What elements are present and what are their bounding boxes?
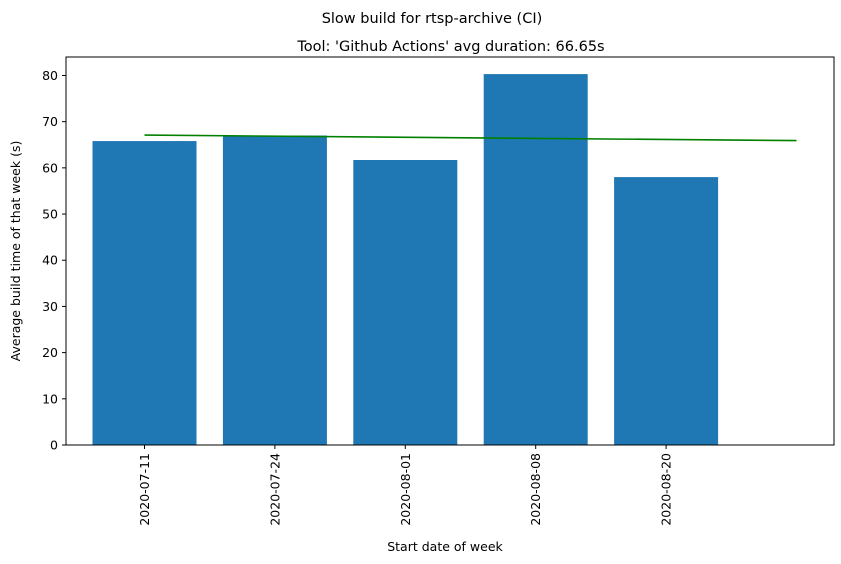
y-tick-label-60: 60 xyxy=(42,160,58,175)
y-tick-label-10: 10 xyxy=(42,391,58,406)
bars-layer xyxy=(92,74,719,446)
y-tick-label-50: 50 xyxy=(42,207,58,222)
trend-line xyxy=(144,134,797,142)
chart-title: Tool: 'Github Actions' avg duration: 66.… xyxy=(296,39,604,55)
bar-2020-08-01 xyxy=(353,160,458,445)
x-tick-label-2020-08-08: 2020-08-08 xyxy=(528,453,543,526)
x-tick-label-2020-07-24: 2020-07-24 xyxy=(267,453,282,526)
bar-2020-07-24 xyxy=(222,135,327,445)
y-tick-label-70: 70 xyxy=(42,114,58,129)
y-tick-label-20: 20 xyxy=(42,345,58,360)
x-axis-label: Start date of week xyxy=(387,539,503,554)
x-tick-label-2020-08-20: 2020-08-20 xyxy=(659,453,674,526)
y-tick-label-80: 80 xyxy=(42,68,58,83)
plot-frame xyxy=(65,56,835,446)
bar-2020-08-20 xyxy=(614,177,719,445)
bar-2020-07-11 xyxy=(92,141,197,446)
y-tick-label-0: 0 xyxy=(50,438,58,453)
y-tick-label-40: 40 xyxy=(42,253,58,268)
x-tick-label-2020-08-01: 2020-08-01 xyxy=(398,453,413,526)
y-axis: 0 10 20 30 40 50 60 70 80 xyxy=(42,68,66,453)
bar-2020-08-08 xyxy=(483,74,588,445)
y-tick-label-30: 30 xyxy=(42,299,58,314)
x-tick-label-2020-07-11: 2020-07-11 xyxy=(137,453,152,526)
trend-layer xyxy=(144,134,797,142)
x-axis: 2020-07-11 2020-07-24 2020-08-01 2020-08-08… xyxy=(137,445,674,526)
chart-suptitle: Slow build for rtsp-archive (CI) xyxy=(322,11,543,27)
y-axis-label: Average build time of that week (s) xyxy=(8,141,23,362)
